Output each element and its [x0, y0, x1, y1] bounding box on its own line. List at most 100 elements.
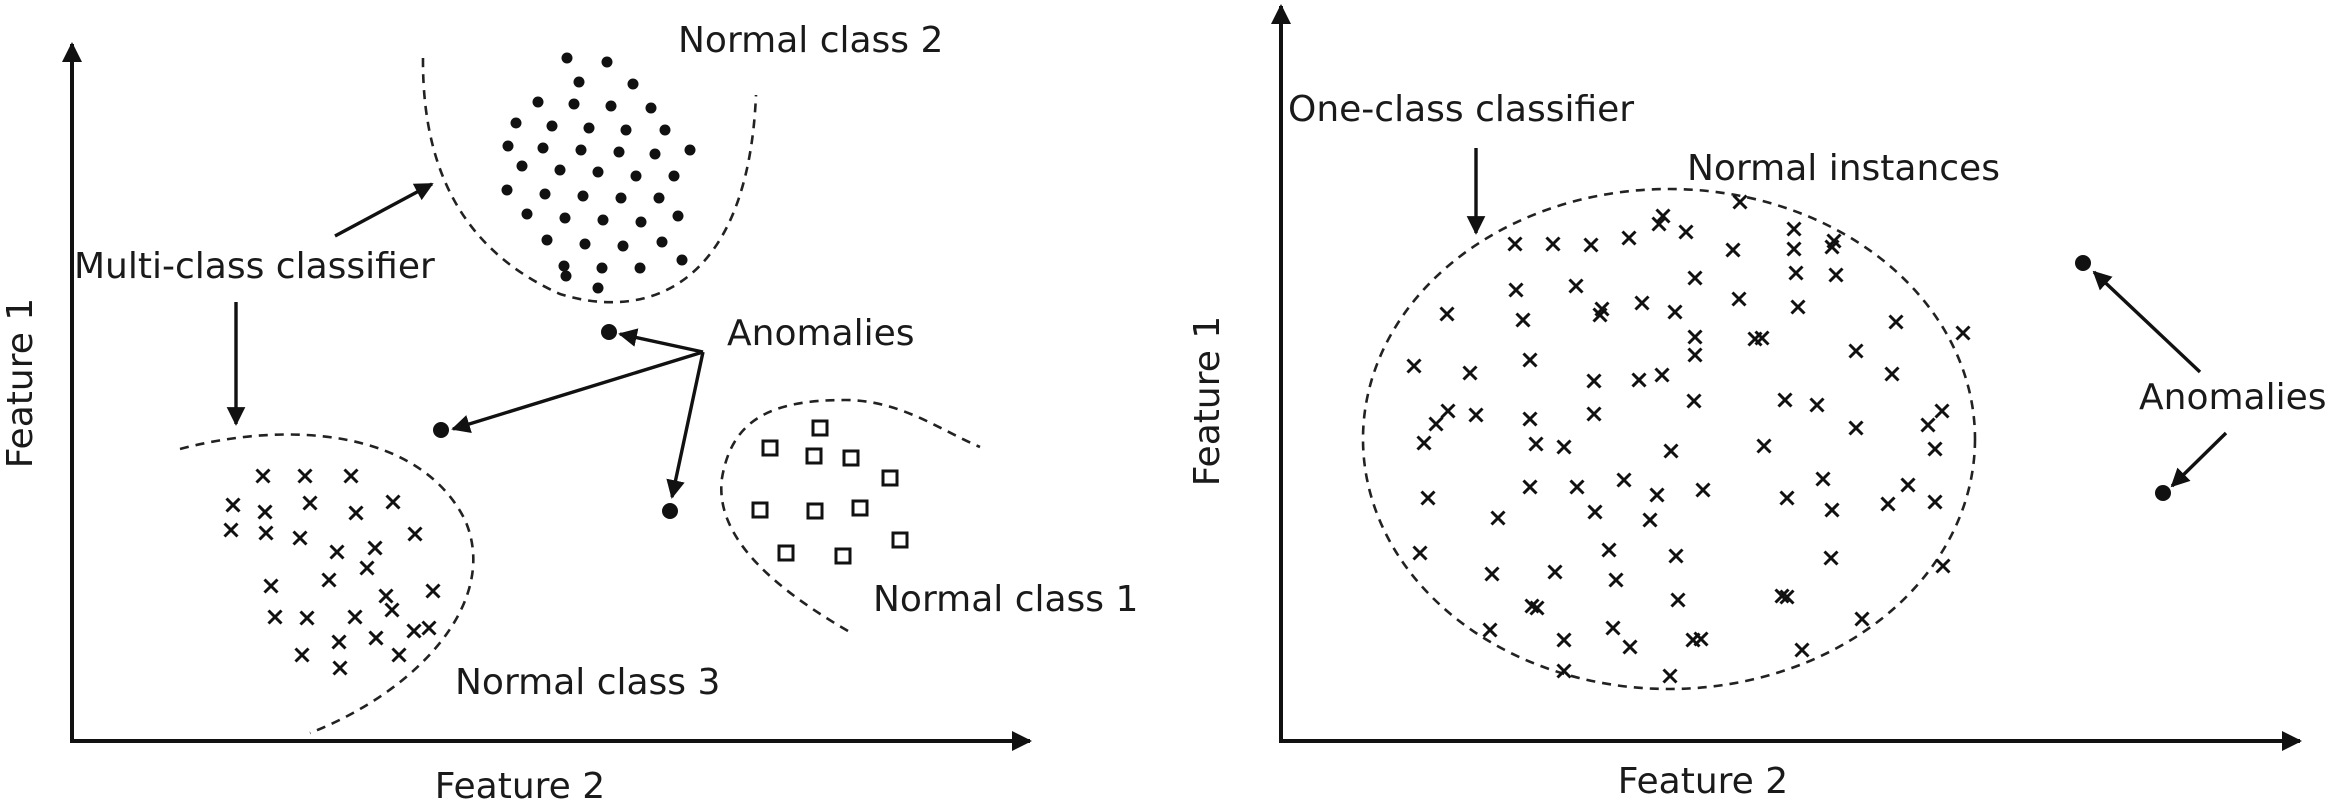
anomaly-point	[433, 422, 449, 438]
data-point	[385, 494, 401, 510]
data-point	[1649, 487, 1665, 503]
data-point	[1601, 542, 1617, 558]
data-point	[407, 526, 423, 542]
data-point	[842, 449, 860, 467]
data-point	[501, 184, 513, 196]
data-point	[1777, 392, 1793, 408]
data-point	[541, 234, 553, 246]
data-point	[630, 170, 642, 182]
data-point	[406, 623, 422, 639]
anomaly-point	[662, 503, 678, 519]
data-point	[1440, 403, 1456, 419]
data-point	[1484, 566, 1500, 582]
data-point	[1468, 407, 1484, 423]
data-point	[615, 192, 627, 204]
data-point	[257, 504, 273, 520]
data-point	[292, 530, 308, 546]
data-point	[1569, 479, 1585, 495]
data-point	[1900, 477, 1916, 493]
data-point	[601, 56, 613, 68]
data-point	[649, 148, 661, 160]
data-point	[391, 647, 407, 663]
data-point	[559, 212, 571, 224]
data-point	[1920, 417, 1936, 433]
data-point	[1790, 299, 1806, 315]
data-point	[223, 522, 239, 538]
data-point	[676, 254, 688, 266]
data-point	[568, 98, 580, 110]
anomaly-arrow	[2170, 431, 2228, 488]
data-point	[592, 282, 604, 294]
data-point	[1663, 443, 1679, 459]
data-point	[656, 236, 668, 248]
normal-class-3-points	[223, 468, 441, 676]
data-point	[537, 142, 549, 154]
data-point	[1522, 411, 1538, 427]
data-point	[834, 547, 852, 565]
data-point	[1508, 282, 1524, 298]
data-point	[521, 208, 533, 220]
data-point	[348, 505, 364, 521]
data-point	[1522, 352, 1538, 368]
anomaly-arrow	[618, 328, 704, 354]
data-point	[558, 260, 570, 272]
data-point	[359, 560, 375, 576]
data-point	[1786, 241, 1802, 257]
normal-class-1-label: Normal class 1	[873, 579, 1138, 620]
data-point	[1524, 598, 1540, 614]
data-point	[294, 647, 310, 663]
data-point	[321, 572, 337, 588]
data-point	[1490, 510, 1506, 526]
data-point	[1732, 194, 1748, 210]
data-point	[881, 469, 899, 487]
data-point	[1828, 267, 1844, 283]
anomaly-arrow	[666, 351, 705, 499]
data-point	[635, 216, 647, 228]
data-point	[1786, 221, 1802, 237]
data-point	[1815, 471, 1831, 487]
data-point	[1634, 295, 1650, 311]
data-point	[659, 124, 671, 136]
data-point	[1695, 482, 1711, 498]
data-point	[1824, 239, 1840, 255]
data-point	[1631, 372, 1647, 388]
boundary-normal-class-3	[179, 433, 475, 735]
anomaly-arrow	[451, 350, 704, 433]
data-point	[684, 144, 696, 156]
boundary-normal-class-1	[719, 398, 981, 633]
data-point	[597, 214, 609, 226]
data-point	[620, 124, 632, 136]
data-point	[1678, 224, 1694, 240]
data-point	[672, 210, 684, 222]
data-point	[1556, 663, 1572, 679]
data-point	[1655, 208, 1671, 224]
data-point	[1462, 365, 1478, 381]
data-point	[1651, 216, 1667, 232]
data-point	[1686, 393, 1702, 409]
data-point	[851, 499, 869, 517]
anomalies-label: Anomalies	[727, 313, 915, 354]
data-point	[1884, 366, 1900, 382]
data-point	[1693, 631, 1709, 647]
data-point	[751, 501, 769, 519]
data-point	[1934, 403, 1950, 419]
data-point	[1616, 472, 1632, 488]
normal-instances-points	[1406, 194, 1971, 684]
anomaly-point	[2075, 255, 2091, 271]
one-class-classifier-label: One-class classifier	[1288, 89, 1634, 130]
data-point	[761, 439, 779, 457]
data-point	[1412, 545, 1428, 561]
data-point	[1888, 314, 1904, 330]
anomaly-point	[2155, 485, 2171, 501]
data-point	[1823, 550, 1839, 566]
data-point	[502, 140, 514, 152]
data-point	[579, 238, 591, 250]
data-point	[1515, 312, 1531, 328]
data-point	[653, 192, 665, 204]
data-point	[1583, 237, 1599, 253]
data-point	[777, 544, 795, 562]
data-point	[561, 52, 573, 64]
data-point	[1621, 230, 1637, 246]
data-point	[805, 447, 823, 465]
